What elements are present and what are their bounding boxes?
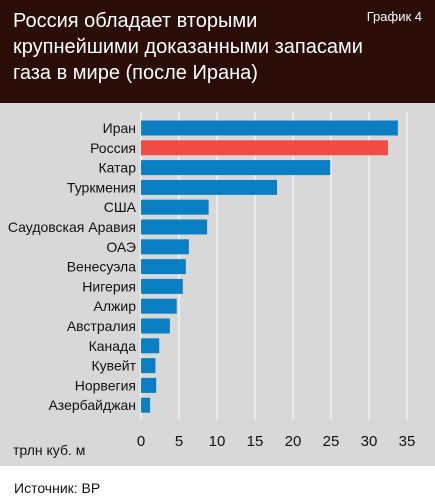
x-tick-label: 25 — [323, 433, 340, 450]
chart-header: Россия обладает вторыми крупнейшими дока… — [0, 0, 435, 103]
category-label: ОАЭ — [106, 239, 136, 255]
x-axis-unit-label: трлн куб. м — [13, 442, 86, 458]
x-tick-label: 0 — [137, 433, 145, 450]
category-label: Алжир — [94, 298, 137, 314]
category-label: Иран — [103, 120, 136, 136]
chart-footer — [0, 466, 435, 500]
category-label: Кувейт — [92, 358, 137, 374]
bar — [141, 278, 183, 294]
bar — [141, 120, 398, 136]
bar — [141, 358, 156, 374]
bar — [141, 338, 160, 354]
bar — [141, 179, 278, 195]
bar — [141, 377, 157, 393]
category-label: Австралия — [67, 318, 136, 334]
bar — [141, 219, 208, 235]
category-label: Нигерия — [82, 278, 136, 294]
x-tick-label: 5 — [175, 433, 183, 450]
bar — [141, 140, 388, 156]
x-tick-label: 10 — [209, 433, 226, 450]
source-note: Источник: BP — [14, 480, 101, 496]
bar-chart: Иран Россия Катар Туркмения США Саудовская Ар… — [8, 112, 416, 450]
category-label: Туркмения — [67, 179, 136, 195]
bar-layer — [141, 120, 398, 413]
bar — [141, 160, 331, 176]
chart-title: Россия обладает вторыми крупнейшими дока… — [13, 8, 368, 86]
category-label-layer: Иран Россия Катар Туркмения США Саудовская Ар… — [8, 120, 137, 413]
bar — [141, 239, 189, 255]
chart-title-line-2: крупнейшими доказанными запасами — [13, 36, 363, 58]
x-tick-label: 20 — [285, 433, 302, 450]
bar — [141, 397, 151, 413]
category-label: Норвегия — [75, 377, 136, 393]
category-label: Азербайджан — [48, 397, 136, 413]
figure-label: График 4 — [366, 9, 422, 24]
x-tick-label: 30 — [361, 433, 378, 450]
chart-title-line-1: Россия обладает вторыми — [13, 10, 258, 32]
x-tick-label: 15 — [247, 433, 264, 450]
bar — [141, 199, 209, 215]
category-label: Венесуэла — [67, 259, 136, 275]
category-label: Канада — [89, 338, 137, 354]
category-label: Саудовская Аравия — [8, 219, 136, 235]
x-tick-label: 35 — [399, 433, 416, 450]
bar — [141, 259, 186, 275]
bar — [141, 318, 170, 334]
category-label: Россия — [90, 140, 136, 156]
tick-label-layer: 0 5 10 15 20 25 30 35 — [137, 433, 416, 450]
bar — [141, 298, 177, 314]
category-label: Катар — [99, 160, 137, 176]
category-label: США — [104, 199, 137, 215]
chart-title-line-3: газа в мире (после Ирана) — [13, 62, 258, 84]
